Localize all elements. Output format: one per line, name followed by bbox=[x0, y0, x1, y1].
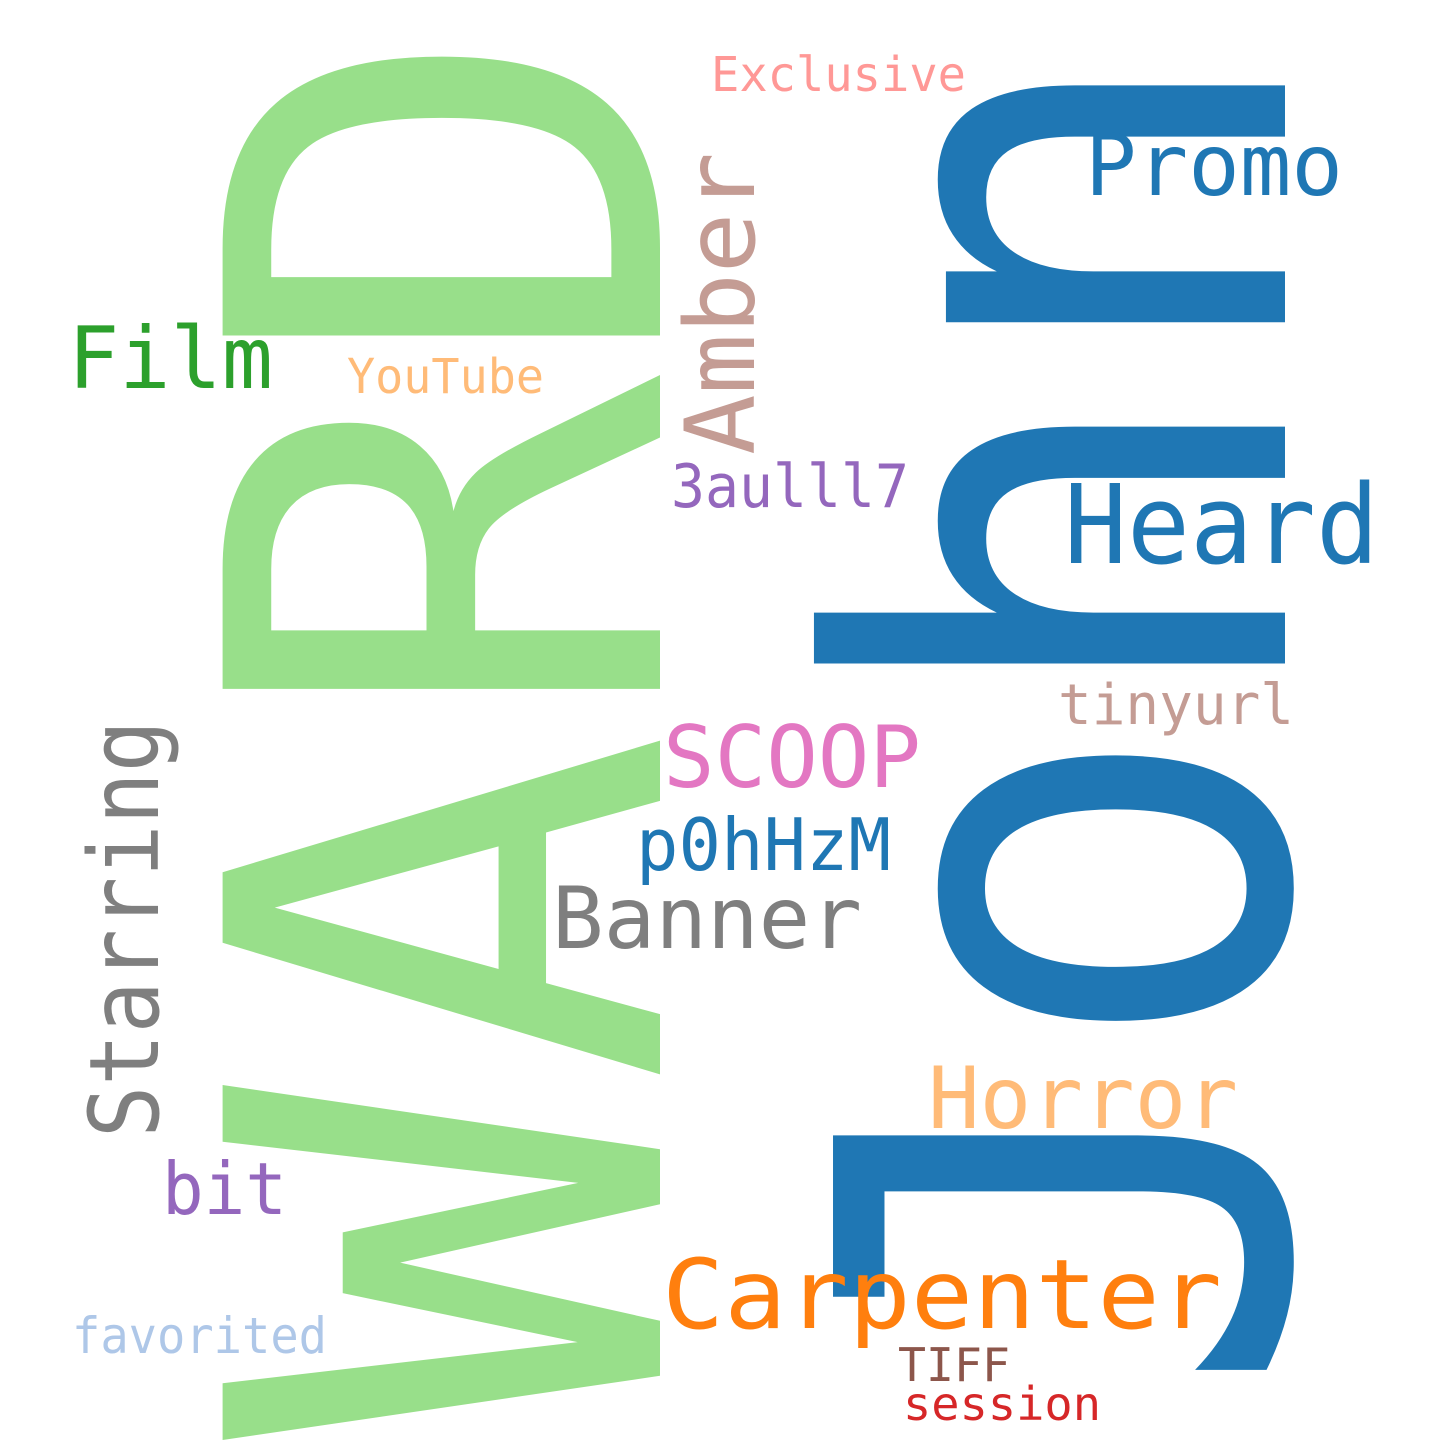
word-scoop: SCOOP bbox=[663, 708, 921, 808]
word-tiff: TIFF bbox=[898, 1338, 1010, 1392]
word-bit: bit bbox=[162, 1147, 287, 1231]
word-session: session bbox=[903, 1377, 1101, 1431]
word-3aulll7: 3aulll7 bbox=[671, 452, 909, 522]
word-tinyurl: tinyurl bbox=[1058, 673, 1294, 738]
word-carpenter: Carpenter bbox=[662, 1239, 1222, 1351]
word-exclusive: Exclusive bbox=[711, 47, 966, 103]
word-heard: Heard bbox=[1064, 461, 1379, 589]
word-favorited: favorited bbox=[72, 1307, 327, 1365]
word-ward: WARD bbox=[103, 20, 802, 1440]
word-john: John bbox=[711, 35, 1432, 1400]
word-amber: Amber bbox=[665, 152, 777, 455]
word-promo: Promo bbox=[1085, 116, 1343, 216]
word-youtube: YouTube bbox=[347, 349, 544, 405]
word-starring: Starring bbox=[69, 720, 181, 1138]
word-banner: Banner bbox=[552, 869, 862, 969]
word-p0hhzm: p0hHzM bbox=[636, 803, 891, 887]
word-horror: Horror bbox=[928, 1049, 1238, 1149]
word-film: Film bbox=[68, 309, 273, 409]
